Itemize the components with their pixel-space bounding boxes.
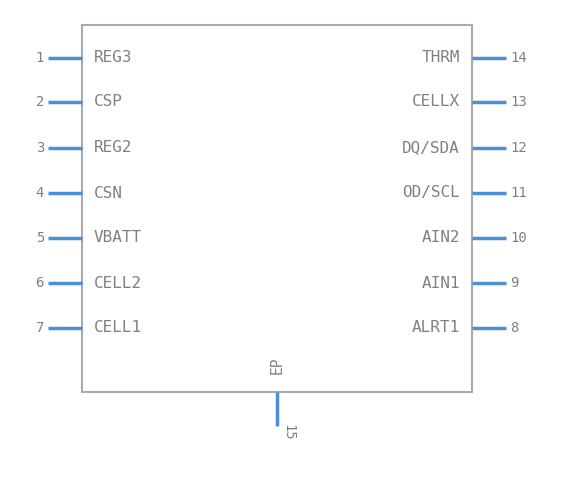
Text: 11: 11 [510,186,527,200]
Text: 8: 8 [510,321,519,335]
Text: EP: EP [269,357,285,374]
Text: 12: 12 [510,141,527,155]
Text: OD/SCL: OD/SCL [402,185,460,201]
Text: CELL2: CELL2 [94,276,142,290]
Text: 9: 9 [510,276,519,290]
Text: 4: 4 [36,186,44,200]
Text: CSP: CSP [94,94,123,110]
Text: CSN: CSN [94,185,123,201]
Text: 13: 13 [510,95,527,109]
Text: REG3: REG3 [94,51,132,65]
Text: AIN2: AIN2 [421,230,460,246]
Text: 6: 6 [36,276,44,290]
Text: THRM: THRM [421,51,460,65]
Text: 1: 1 [36,51,44,65]
Text: 5: 5 [36,231,44,245]
Text: REG2: REG2 [94,141,132,155]
Text: 14: 14 [510,51,527,65]
Text: CELL1: CELL1 [94,320,142,336]
Text: 15: 15 [281,424,295,441]
Text: 2: 2 [36,95,44,109]
Text: CELLX: CELLX [412,94,460,110]
Text: DQ/SDA: DQ/SDA [402,141,460,155]
Text: 10: 10 [510,231,527,245]
Text: ALRT1: ALRT1 [412,320,460,336]
Text: 3: 3 [36,141,44,155]
Text: 7: 7 [36,321,44,335]
Bar [82,25,472,392]
Text: AIN1: AIN1 [421,276,460,290]
Text: VBATT: VBATT [94,230,142,246]
